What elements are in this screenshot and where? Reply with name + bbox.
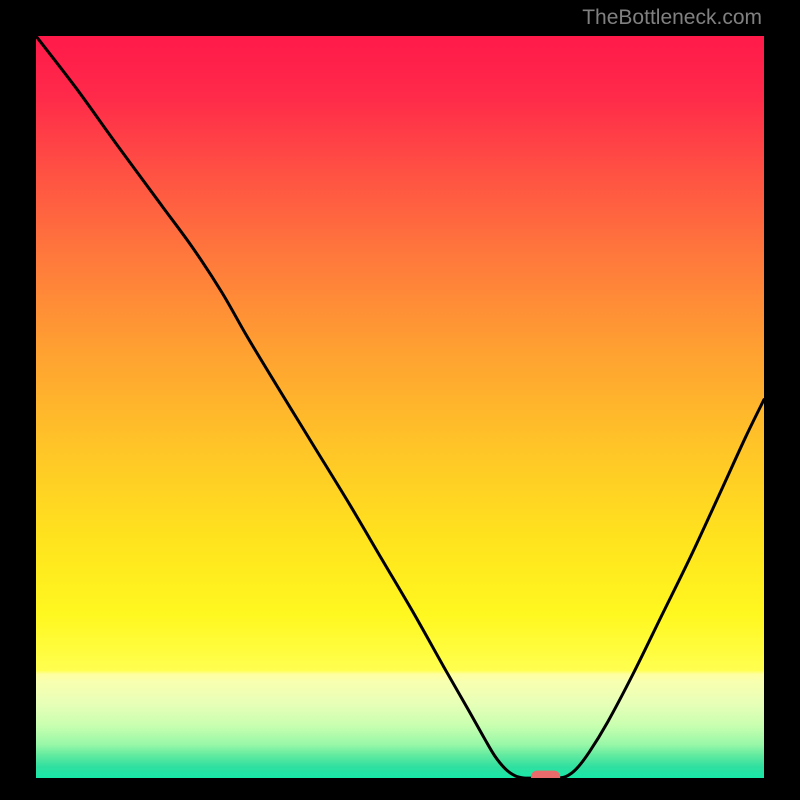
frame-border-bottom bbox=[0, 778, 800, 800]
frame-border-right bbox=[764, 0, 800, 800]
frame-border-left bbox=[0, 0, 36, 800]
chart-plot-area bbox=[36, 36, 764, 778]
optimum-marker bbox=[531, 771, 560, 778]
chart-svg-layer bbox=[36, 36, 764, 778]
bottleneck-curve bbox=[36, 36, 764, 778]
watermark-text: TheBottleneck.com bbox=[582, 6, 762, 30]
